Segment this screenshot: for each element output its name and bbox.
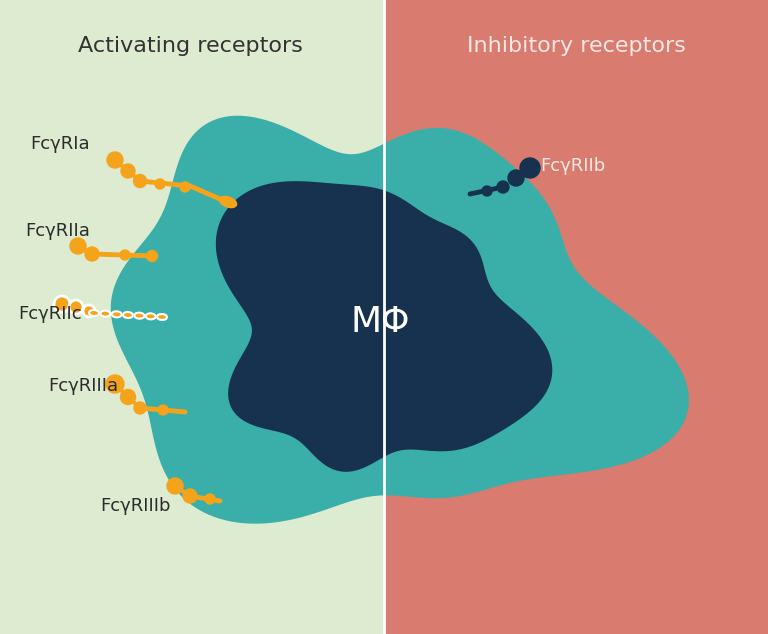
Ellipse shape	[89, 310, 99, 316]
Polygon shape	[216, 181, 552, 472]
Ellipse shape	[111, 311, 121, 318]
Ellipse shape	[146, 313, 156, 320]
Circle shape	[180, 182, 190, 192]
Circle shape	[508, 170, 524, 186]
Text: FcγRIIb: FcγRIIb	[540, 157, 605, 175]
Text: Inhibitory receptors: Inhibitory receptors	[467, 36, 685, 56]
Text: FcγRIa: FcγRIa	[30, 135, 90, 153]
Circle shape	[134, 174, 147, 188]
Circle shape	[183, 489, 197, 503]
Circle shape	[497, 181, 509, 193]
Circle shape	[83, 305, 95, 317]
Circle shape	[70, 238, 86, 254]
Circle shape	[134, 402, 146, 414]
Bar	[0, 0, 384, 634]
Circle shape	[147, 250, 157, 261]
Circle shape	[158, 405, 168, 415]
Circle shape	[107, 152, 123, 168]
Circle shape	[482, 186, 492, 196]
Bar	[384, 0, 768, 634]
Text: FcγRIIIa: FcγRIIIa	[48, 377, 118, 395]
Circle shape	[167, 478, 183, 494]
Polygon shape	[111, 116, 689, 524]
Circle shape	[85, 247, 99, 261]
Circle shape	[106, 375, 124, 393]
Text: MΦ: MΦ	[350, 305, 410, 339]
Circle shape	[69, 300, 83, 314]
Circle shape	[205, 494, 215, 504]
Circle shape	[54, 296, 70, 312]
Circle shape	[520, 158, 540, 178]
Ellipse shape	[157, 314, 167, 320]
Circle shape	[121, 389, 135, 404]
Circle shape	[121, 164, 135, 178]
Circle shape	[120, 250, 130, 260]
Text: FcγRIIIb: FcγRIIIb	[100, 497, 170, 515]
Circle shape	[155, 179, 165, 189]
Text: Activating receptors: Activating receptors	[78, 36, 303, 56]
Ellipse shape	[101, 311, 111, 316]
Text: FcγRIIc: FcγRIIc	[18, 305, 81, 323]
Ellipse shape	[134, 313, 144, 319]
Ellipse shape	[220, 197, 237, 207]
Text: FcγRIIa: FcγRIIa	[25, 222, 90, 240]
Ellipse shape	[123, 312, 133, 318]
